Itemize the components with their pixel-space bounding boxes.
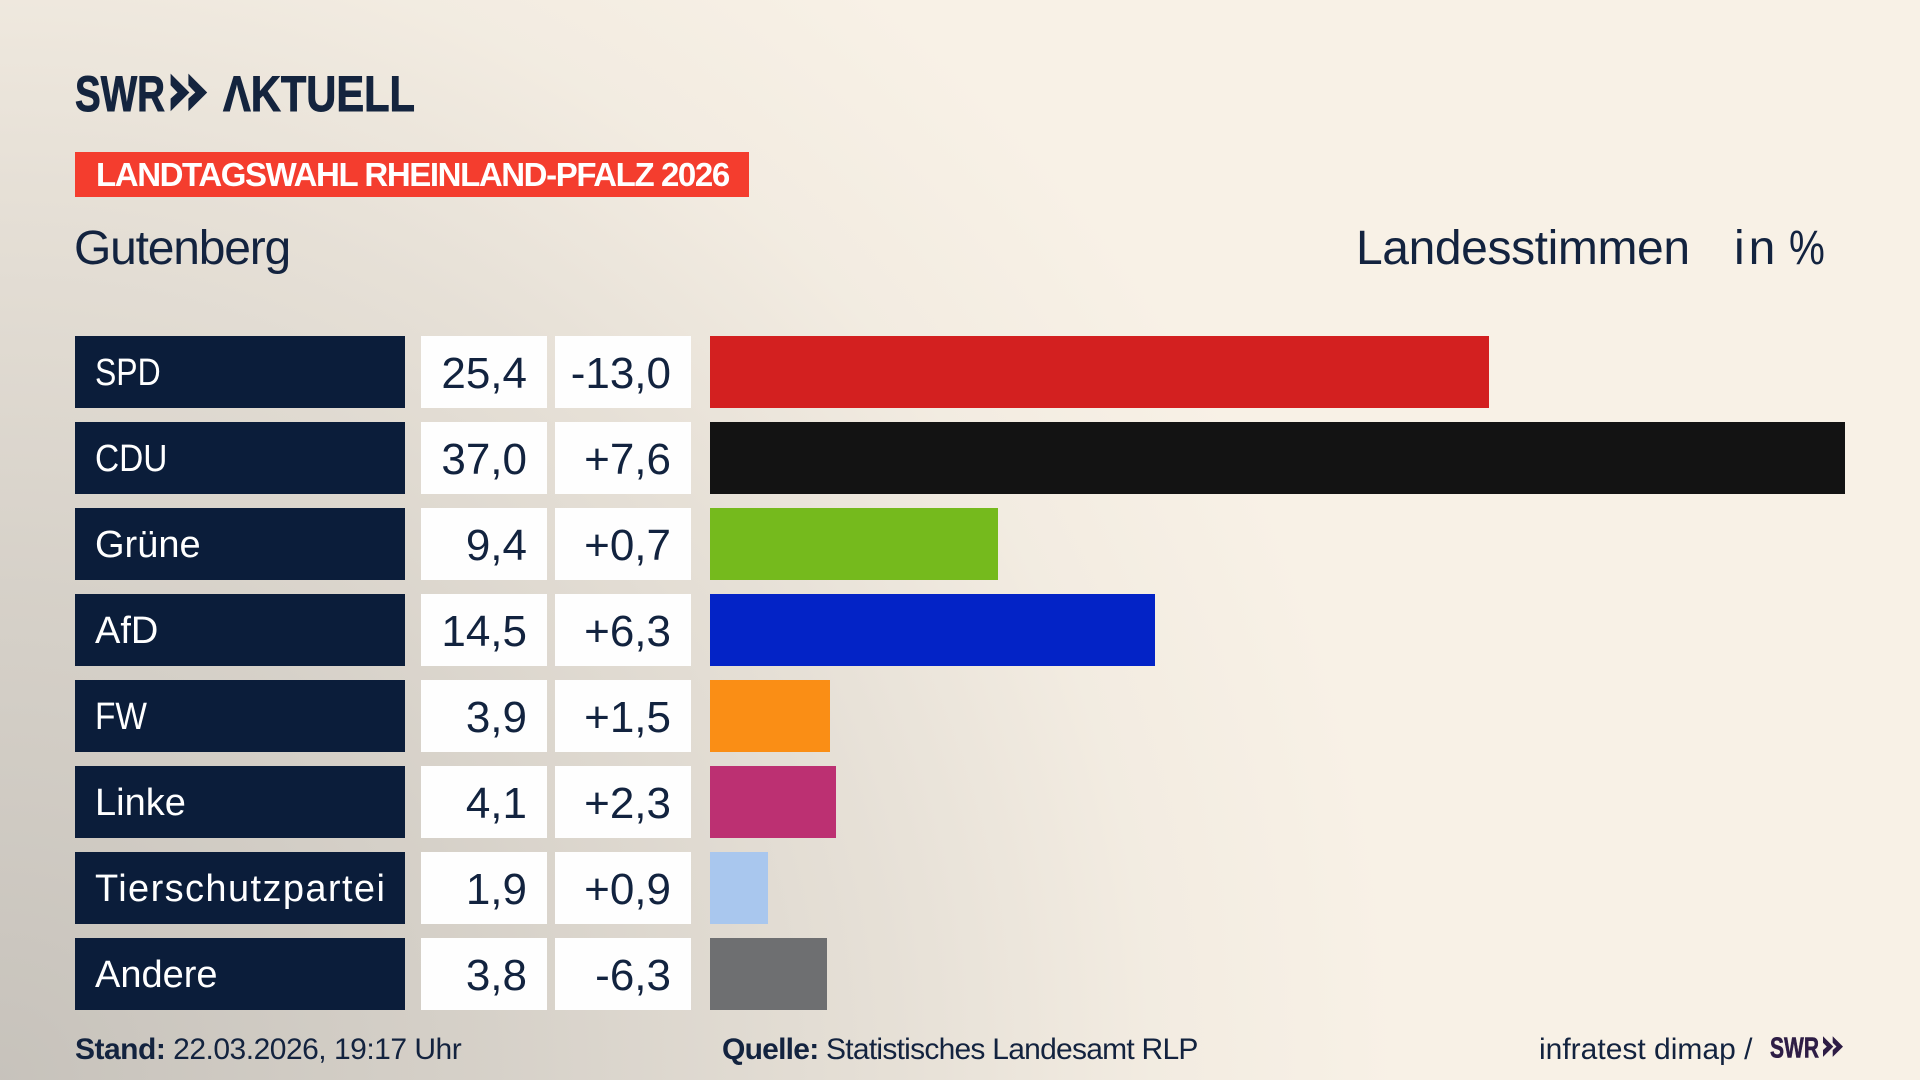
- svg-text:SWR: SWR: [1770, 1033, 1819, 1065]
- svg-text:ΛKTUELL: ΛKTUELL: [223, 65, 415, 122]
- svg-text:SWR: SWR: [75, 65, 165, 122]
